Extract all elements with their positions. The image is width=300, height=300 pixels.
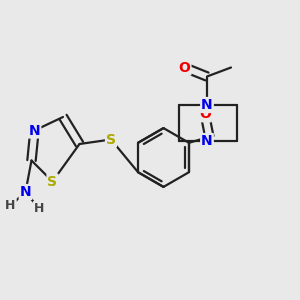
Text: H: H	[5, 199, 16, 212]
Text: H: H	[34, 202, 44, 215]
Text: N: N	[201, 98, 213, 112]
Text: O: O	[199, 107, 211, 121]
Text: N: N	[201, 134, 213, 148]
Text: N: N	[29, 124, 40, 137]
Text: O: O	[178, 61, 190, 74]
Text: S: S	[47, 175, 58, 188]
Text: N: N	[20, 185, 31, 199]
Text: S: S	[106, 133, 116, 146]
